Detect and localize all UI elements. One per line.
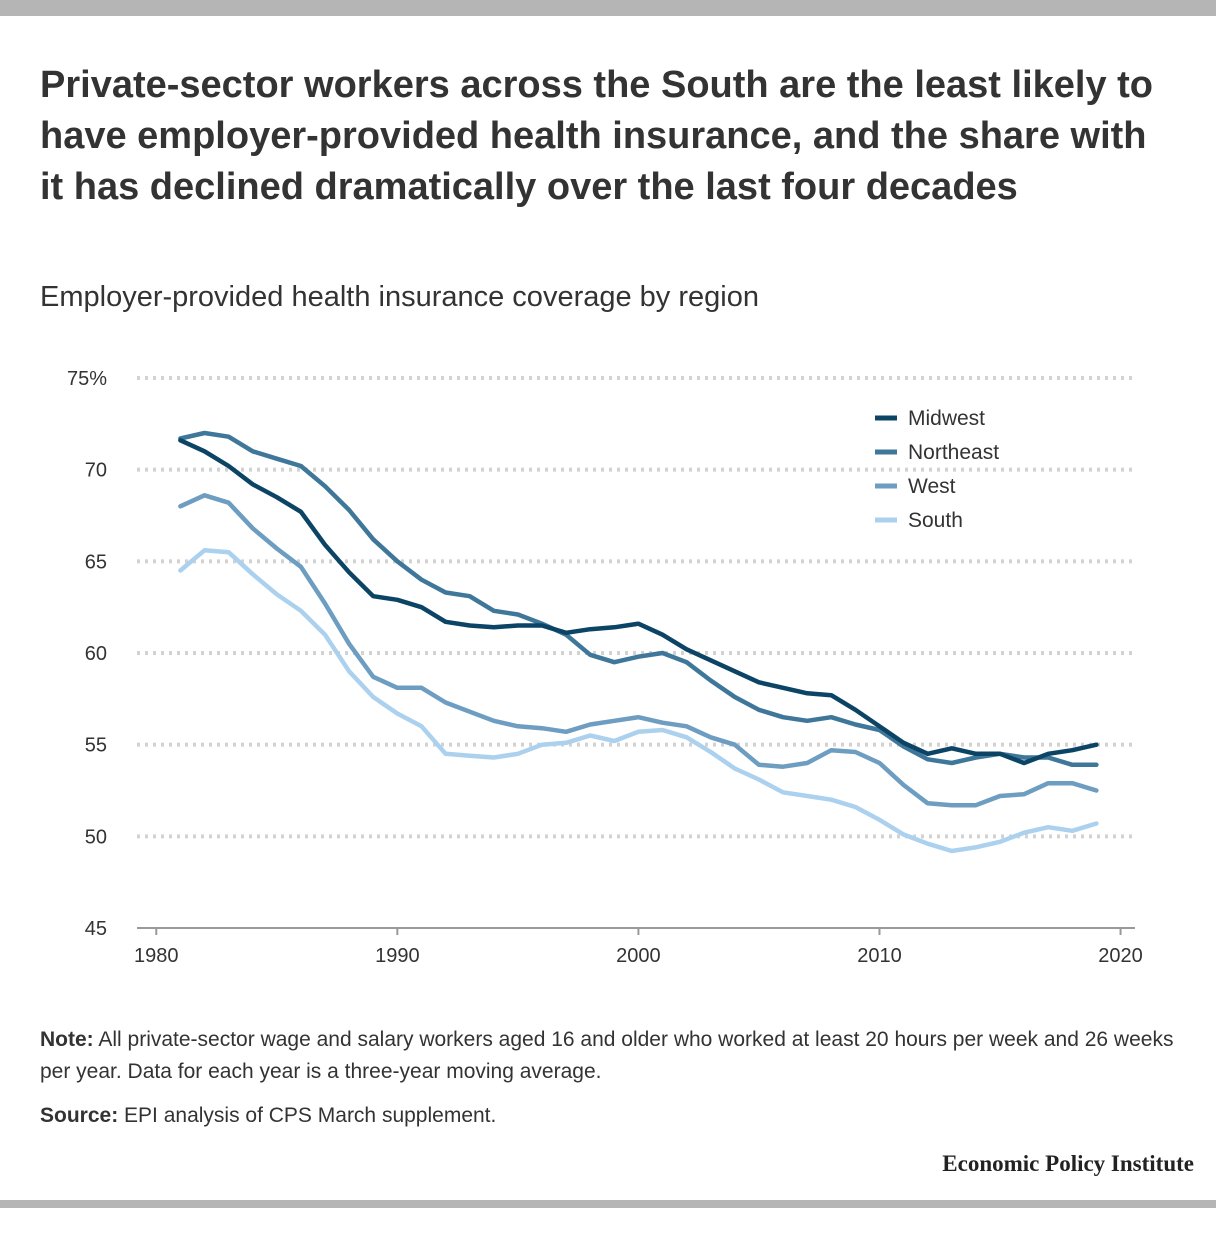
- legend-label-northeast: Northeast: [908, 441, 999, 464]
- x-tick-label: 2010: [857, 945, 902, 967]
- chart-title: Private-sector workers across the South …: [40, 64, 1154, 208]
- series-line-west: [178, 493, 1099, 808]
- chart-note: Note: All private-sector wage and salary…: [40, 1024, 1180, 1088]
- y-tick-label: 70: [85, 460, 107, 482]
- chart-subtitle: Employer-provided health insurance cover…: [40, 281, 759, 313]
- note-text: All private-sector wage and salary worke…: [40, 1028, 1174, 1083]
- source-text: EPI analysis of CPS March supplement.: [118, 1104, 497, 1127]
- organization-logo: Economic Policy Institute: [942, 1151, 1194, 1176]
- chart-source: Source: EPI analysis of CPS March supple…: [40, 1100, 496, 1132]
- y-tick-label: 55: [85, 735, 107, 757]
- series-line-northeast: [178, 430, 1099, 768]
- legend-label-west: West: [908, 475, 956, 498]
- x-tick-label: 1980: [134, 945, 179, 967]
- bottom-border-bar: [0, 1200, 1216, 1208]
- y-tick-label: 45: [85, 918, 107, 940]
- line-chart: 45 50 55 60 65 70 75% 1980 1990 2000 2010 2020 Midwe…: [67, 368, 1143, 967]
- legend-label-south: South: [908, 509, 963, 532]
- note-label: Note:: [40, 1028, 94, 1051]
- y-tick-label: 65: [85, 551, 107, 573]
- y-tick-label: 75%: [67, 368, 107, 390]
- top-border-bar: [0, 0, 1216, 16]
- y-tick-label: 60: [85, 643, 107, 665]
- y-tick-label: 50: [85, 826, 107, 848]
- series-line-south: [178, 548, 1099, 854]
- legend-label-midwest: Midwest: [908, 407, 985, 430]
- x-tick-label: 1990: [375, 945, 420, 967]
- x-tick-label: 2000: [616, 945, 661, 967]
- series-line-midwest: [178, 438, 1099, 766]
- source-label: Source:: [40, 1104, 119, 1127]
- x-tick-label: 2020: [1098, 945, 1143, 967]
